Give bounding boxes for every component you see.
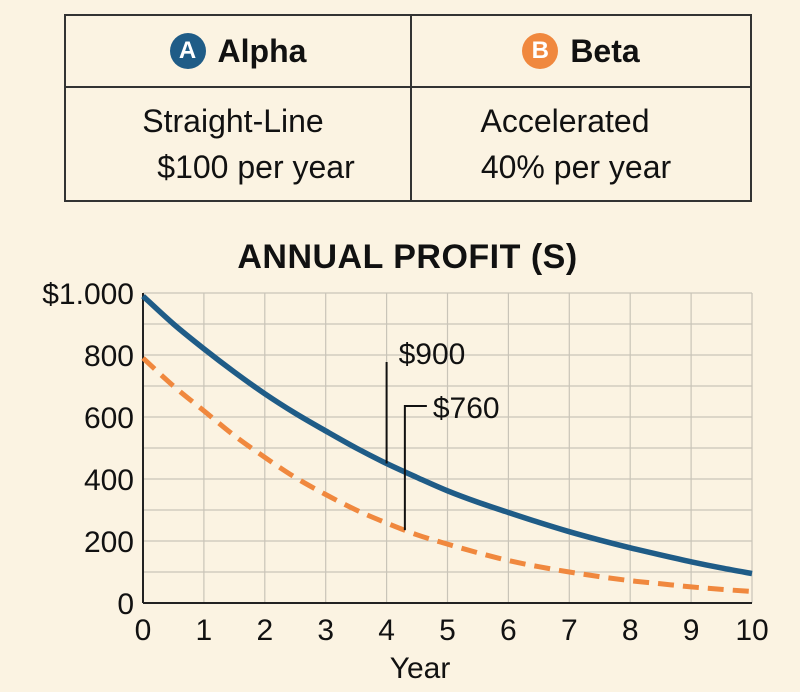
- x-axis-label: Year: [390, 652, 451, 685]
- beta-profit-line: [141, 356, 753, 595]
- x-tick-label: 9: [683, 614, 700, 647]
- beta-badge: B: [522, 33, 559, 69]
- beta-header: B Beta: [412, 16, 750, 88]
- x-tick-label: 8: [622, 614, 639, 647]
- x-tick-label: 1: [196, 614, 213, 647]
- alpha-details: Straight-Line $100 per year: [66, 88, 412, 200]
- x-tick-label: 2: [256, 614, 273, 647]
- x-tick-label: 10: [735, 614, 768, 647]
- annotation-label: $900: [399, 338, 466, 371]
- method-legend-table: A Alpha B Beta Straight-Line $100 per ye…: [64, 14, 752, 202]
- alpha-badge: A: [169, 33, 206, 69]
- beta-name: Beta: [570, 32, 640, 69]
- beta-method: Accelerated: [480, 103, 650, 139]
- alpha-header: A Alpha: [66, 16, 412, 88]
- y-tick-label: $1.000: [42, 278, 134, 311]
- annotation-leader-line: [403, 405, 427, 531]
- alpha-profit-line: [141, 294, 753, 577]
- alpha-method: Straight-Line: [142, 103, 324, 139]
- beta-details: Accelerated 40% per year: [412, 88, 750, 200]
- x-tick-label: 3: [317, 614, 334, 647]
- y-tick-label: 800: [84, 340, 134, 373]
- alpha-name: Alpha: [217, 32, 307, 69]
- y-tick-label: 200: [84, 526, 134, 559]
- x-tick-label: 5: [439, 614, 456, 647]
- x-tick-label: 0: [135, 614, 152, 647]
- y-tick-label: 0: [117, 588, 134, 621]
- annotation-label: $760: [433, 392, 500, 425]
- beta-rate: 40% per year: [480, 149, 672, 185]
- alpha-rate: $100 per year: [157, 149, 355, 185]
- chart-title: ANNUAL PROFIT (S): [237, 238, 578, 276]
- x-tick-label: 4: [378, 614, 395, 647]
- x-tick-label: 7: [561, 614, 578, 647]
- x-tick-label: 6: [500, 614, 517, 647]
- y-tick-label: 400: [84, 464, 134, 497]
- y-tick-label: 600: [84, 402, 134, 435]
